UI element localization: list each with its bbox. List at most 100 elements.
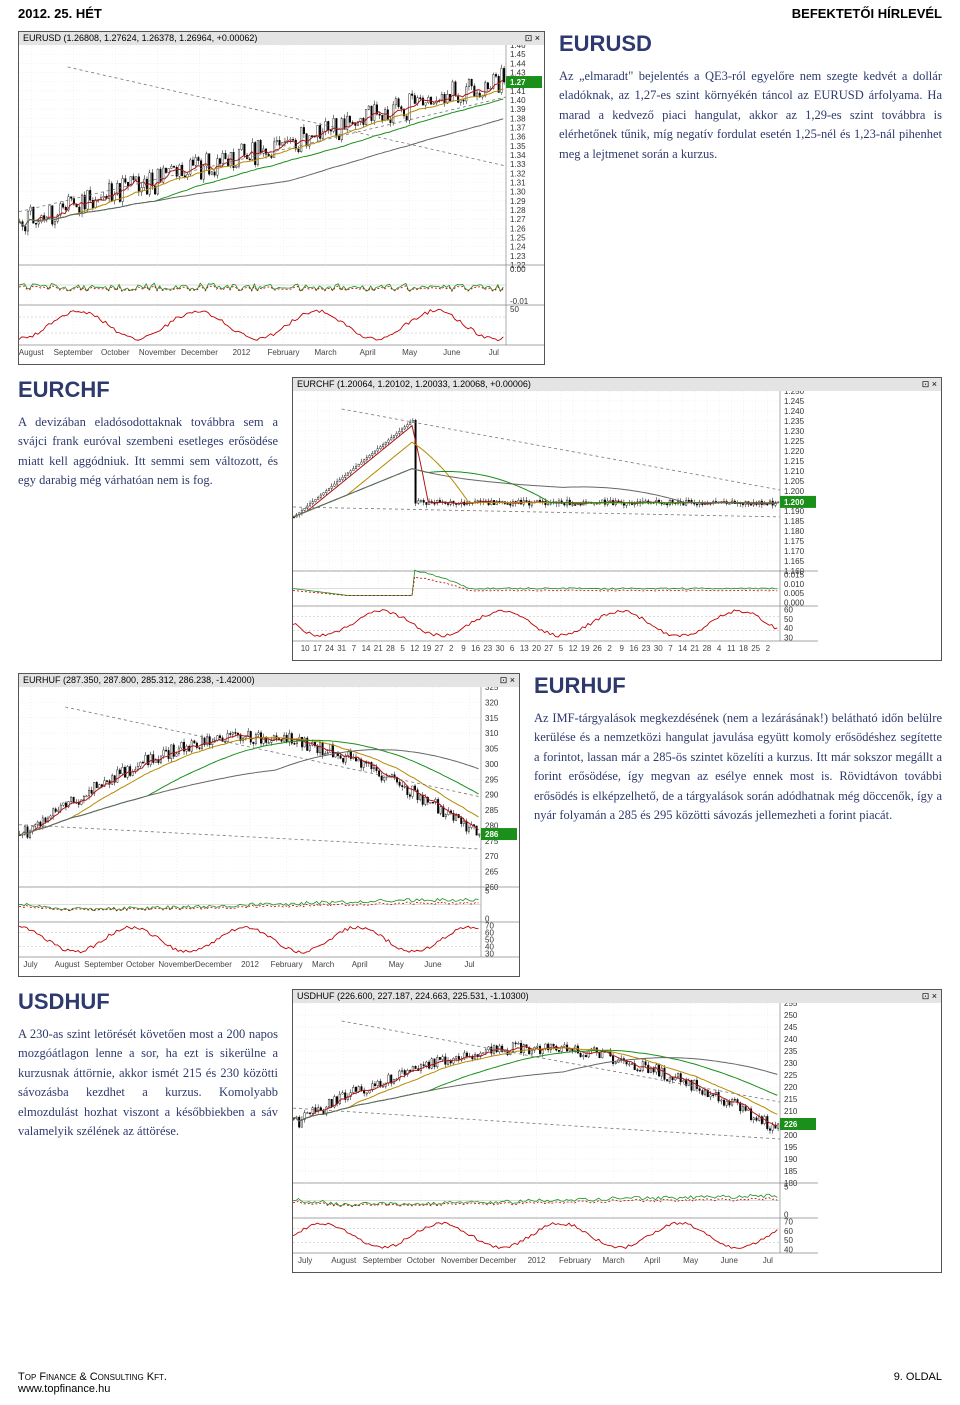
svg-text:200: 200 (784, 1131, 798, 1140)
svg-text:27: 27 (435, 644, 444, 653)
svg-text:40: 40 (784, 1246, 793, 1255)
footer-page: 9. OLDAL (894, 1371, 942, 1395)
svg-text:October: October (407, 1256, 436, 1265)
svg-text:April: April (360, 348, 376, 357)
svg-text:315: 315 (485, 714, 499, 723)
chart-eurchf: EURCHF (1.20064, 1.20102, 1.20033, 1.200… (292, 377, 942, 661)
svg-text:1.235: 1.235 (784, 417, 805, 426)
svg-text:4: 4 (717, 644, 722, 653)
section-eurusd: EURUSD (1.26808, 1.27624, 1.26378, 1.269… (0, 25, 960, 371)
svg-text:March: March (312, 960, 334, 969)
svg-text:215: 215 (784, 1095, 798, 1104)
svg-text:1.28: 1.28 (510, 206, 526, 215)
svg-text:1.26: 1.26 (510, 224, 526, 233)
svg-text:1.230: 1.230 (784, 427, 805, 436)
title-usdhuf: USDHUF (18, 989, 278, 1015)
text-usdhuf: USDHUF A 230-as szint letörését követően… (18, 989, 278, 1141)
svg-text:1.215: 1.215 (784, 457, 805, 466)
svg-text:31: 31 (337, 644, 346, 653)
svg-text:18: 18 (739, 644, 748, 653)
svg-text:21: 21 (374, 644, 383, 653)
svg-text:April: April (644, 1256, 660, 1265)
svg-text:5: 5 (559, 644, 564, 653)
svg-text:20: 20 (532, 644, 541, 653)
svg-text:August: August (55, 960, 81, 969)
svg-text:1.36: 1.36 (510, 133, 526, 142)
svg-text:30: 30 (496, 644, 505, 653)
svg-text:220: 220 (784, 1083, 798, 1092)
svg-text:250: 250 (784, 1011, 798, 1020)
newsletter-label: BEFEKTETŐI HÍRLEVÉL (792, 6, 942, 21)
svg-text:February: February (559, 1256, 591, 1265)
svg-text:285: 285 (485, 806, 499, 815)
body-usdhuf: A 230-as szint letörését követően most a… (18, 1025, 278, 1141)
svg-text:1.27: 1.27 (510, 215, 526, 224)
svg-text:July: July (23, 960, 37, 969)
svg-text:2: 2 (766, 644, 771, 653)
svg-text:1.225: 1.225 (784, 437, 805, 446)
svg-text:1.245: 1.245 (784, 397, 805, 406)
svg-text:1.240: 1.240 (784, 407, 805, 416)
text-eurusd: EURUSD Az „elmaradt" bejelentés a QE3-ró… (559, 31, 942, 164)
svg-text:0.00: 0.00 (510, 265, 526, 274)
svg-text:December: December (181, 348, 218, 357)
svg-text:Jul: Jul (464, 960, 474, 969)
svg-text:November: November (139, 348, 176, 357)
svg-text:30: 30 (784, 634, 793, 643)
svg-text:November: November (441, 1256, 478, 1265)
svg-text:5: 5 (784, 1183, 789, 1192)
svg-text:October: October (126, 960, 155, 969)
svg-text:60: 60 (784, 1227, 793, 1236)
svg-text:June: June (424, 960, 442, 969)
svg-text:28: 28 (386, 644, 395, 653)
svg-text:12: 12 (410, 644, 419, 653)
svg-text:225: 225 (784, 1071, 798, 1080)
svg-text:5: 5 (400, 644, 405, 653)
section-usdhuf: USDHUF A 230-as szint letörését követően… (0, 983, 960, 1279)
footer-url: www.topfinance.hu (18, 1383, 167, 1395)
title-eurchf: EURCHF (18, 377, 278, 403)
svg-text:13: 13 (520, 644, 529, 653)
svg-text:1.220: 1.220 (784, 447, 805, 456)
svg-text:1.200: 1.200 (784, 498, 805, 507)
svg-text:August: August (331, 1256, 357, 1265)
svg-text:1.250: 1.250 (784, 391, 805, 396)
svg-text:7: 7 (668, 644, 673, 653)
footer-left: Top Finance & Consulting Kft. www.topfin… (18, 1371, 167, 1395)
svg-text:February: February (271, 960, 303, 969)
svg-text:310: 310 (485, 729, 499, 738)
svg-text:5: 5 (485, 887, 490, 896)
chart-usdhuf: USDHUF (226.600, 227.187, 224.663, 225.5… (292, 989, 942, 1273)
svg-text:305: 305 (485, 745, 499, 754)
svg-text:2012: 2012 (241, 960, 259, 969)
svg-text:25: 25 (751, 644, 760, 653)
text-eurchf: EURCHF A devizában eladósodottaknak tová… (18, 377, 278, 491)
section-eurhuf: EURHUF (287.350, 287.800, 285.312, 286.2… (0, 667, 960, 983)
svg-text:26: 26 (593, 644, 602, 653)
title-eurusd: EURUSD (559, 31, 942, 57)
svg-text:300: 300 (485, 760, 499, 769)
svg-text:16: 16 (471, 644, 480, 653)
svg-text:21: 21 (690, 644, 699, 653)
svg-text:Jul: Jul (763, 1256, 773, 1265)
svg-text:11: 11 (727, 644, 736, 653)
svg-text:May: May (389, 960, 404, 969)
svg-text:1.35: 1.35 (510, 142, 526, 151)
svg-text:325: 325 (485, 687, 499, 692)
svg-text:60: 60 (784, 606, 793, 615)
svg-text:2012: 2012 (233, 348, 251, 357)
chart-eurhuf: EURHUF (287.350, 287.800, 285.312, 286.2… (18, 673, 520, 977)
body-eurchf: A devizában eladósodottaknak továbbra se… (18, 413, 278, 491)
svg-text:0.015: 0.015 (784, 571, 805, 580)
svg-text:226: 226 (784, 1120, 798, 1129)
svg-text:320: 320 (485, 698, 499, 707)
svg-text:1.210: 1.210 (784, 467, 805, 476)
svg-text:19: 19 (422, 644, 431, 653)
svg-text:September: September (84, 960, 123, 969)
svg-text:17: 17 (313, 644, 322, 653)
svg-text:July: July (298, 1256, 312, 1265)
section-eurchf: EURCHF A devizában eladósodottaknak tová… (0, 371, 960, 667)
svg-text:1.39: 1.39 (510, 105, 526, 114)
svg-text:June: June (443, 348, 461, 357)
svg-text:November: November (158, 960, 195, 969)
